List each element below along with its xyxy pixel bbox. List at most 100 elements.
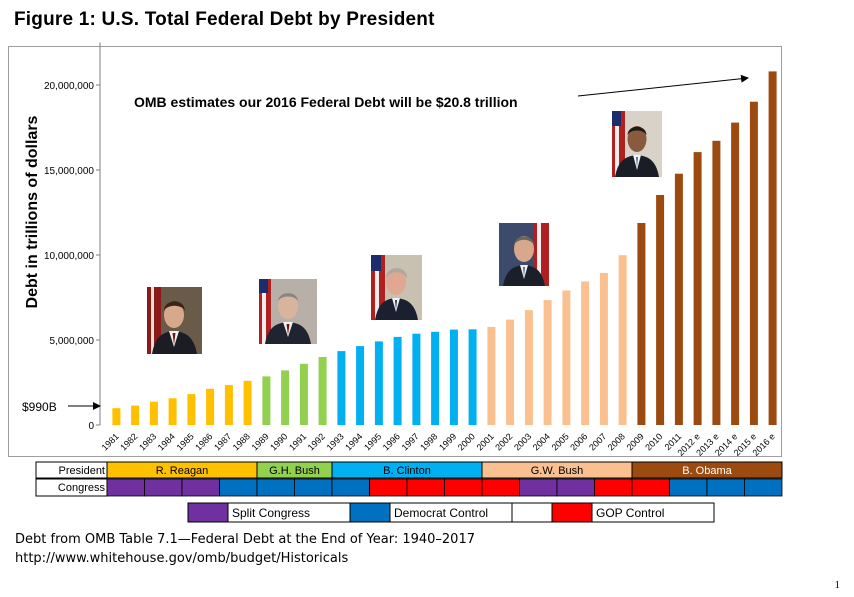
bar-2008	[618, 255, 627, 425]
bar-1981	[112, 408, 121, 425]
bar-2006	[581, 281, 590, 425]
x-tick-label: 1983	[137, 431, 158, 452]
congress-session-cell	[106, 478, 145, 497]
president-term-cell	[106, 461, 258, 479]
congress-session-cell	[481, 478, 520, 497]
x-tick-label: 1991	[287, 431, 308, 452]
y-tick-label: 0	[88, 421, 94, 432]
x-tick-label: 1989	[250, 431, 271, 452]
estimate-arrow	[577, 74, 749, 97]
bar-1984	[168, 398, 177, 425]
bar-2009	[637, 223, 646, 425]
legend-label-split: Split Congress	[232, 506, 310, 520]
gw-bush-portrait	[499, 223, 549, 286]
x-tick-label: 1993	[325, 431, 346, 452]
congress-row-label: Congress	[58, 482, 106, 494]
x-tick-label: 2006	[568, 431, 589, 452]
bar-2000	[468, 329, 477, 425]
congress-session-cell	[144, 478, 183, 497]
bar-1994	[356, 346, 365, 425]
x-tick-label: 1985	[175, 431, 196, 452]
x-tick-label: 1996	[381, 431, 402, 452]
congress-row-label-cell	[35, 478, 108, 497]
bar-1991	[299, 363, 308, 425]
president-row-label-cell	[35, 461, 108, 479]
legend-swatch-dem	[349, 502, 391, 523]
obama-portrait	[612, 111, 662, 177]
president-term-label: B. Obama	[682, 465, 732, 477]
bar-1989	[262, 376, 271, 425]
y-tick-label: 10,000,000	[44, 251, 94, 262]
first-value-annotation: $990B	[22, 400, 57, 414]
hw-bush-portrait	[259, 279, 317, 344]
x-tick-label: 1981	[100, 431, 121, 452]
x-tick-label: 1994	[343, 431, 364, 452]
chart-frame	[8, 46, 782, 457]
estimate-annotation: OMB estimates our 2016 Federal Debt will…	[134, 94, 518, 110]
x-tick-label: 2010	[643, 431, 664, 452]
bar-1998	[431, 331, 440, 425]
president-term-label: R. Reagan	[156, 465, 209, 477]
bar-2013e	[712, 140, 721, 426]
bar-2004	[543, 300, 552, 425]
congress-session-cell	[631, 478, 670, 497]
bar-1997	[412, 333, 421, 425]
x-tick-label: 2008	[606, 431, 627, 452]
bar-2007	[599, 272, 608, 425]
x-tick-label: 1998	[418, 431, 439, 452]
president-term-label: G.H. Bush	[269, 465, 320, 477]
bar-2012e	[693, 152, 702, 425]
congress-session-cell	[594, 478, 633, 497]
x-tick-label: 1992	[306, 431, 327, 452]
x-tick-label: 1999	[437, 431, 458, 452]
bar-2016e	[768, 71, 777, 426]
source-url: http://www.whitehouse.gov/omb/budget/His…	[15, 551, 349, 566]
x-tick-label: 1995	[362, 431, 383, 452]
x-tick-label: 2005	[550, 431, 571, 452]
bar-1988	[243, 380, 252, 425]
president-term-cell	[256, 461, 333, 479]
congress-session-cell	[556, 478, 595, 497]
bar-2014e	[731, 122, 740, 425]
bar-1987	[224, 385, 233, 425]
president-term-cell	[331, 461, 483, 479]
x-tick-label: 2007	[587, 431, 608, 452]
bar-1982	[131, 405, 140, 425]
bar-1990	[281, 370, 290, 425]
y-tick-label: 20,000,000	[44, 81, 94, 92]
legend-item-gop	[551, 502, 715, 523]
clinton-portrait	[371, 255, 422, 320]
source-citation: Debt from OMB Table 7.1—Federal Debt at …	[15, 532, 475, 547]
bar-1999	[449, 329, 458, 425]
congress-session-cell	[744, 478, 783, 497]
bar-2010	[656, 195, 665, 425]
congress-session-cell	[369, 478, 408, 497]
bar-1983	[149, 401, 158, 425]
bar-1995	[374, 341, 383, 425]
bar-2002	[506, 319, 515, 425]
president-term-label: G.W. Bush	[531, 465, 584, 477]
legend-label-gop: GOP Control	[596, 506, 664, 520]
congress-session-cell	[406, 478, 445, 497]
congress-session-cell	[219, 478, 258, 497]
x-tick-label: 1982	[118, 431, 139, 452]
y-axis-label: Debt in trillions of dollars	[24, 115, 41, 308]
bar-1992	[318, 357, 327, 425]
x-tick-label: 2000	[456, 431, 477, 452]
bar-1996	[393, 336, 402, 425]
x-tick-label: 1990	[268, 431, 289, 452]
legend-item-none	[511, 502, 553, 523]
congress-session-cell	[181, 478, 220, 497]
president-term-label: B. Clinton	[383, 465, 431, 477]
legend-label-dem: Democrat Control	[394, 506, 488, 520]
bar-2005	[562, 290, 571, 425]
bar-2015e	[749, 101, 758, 425]
bar-1985	[187, 394, 196, 425]
bar-1993	[337, 351, 346, 425]
reagan-portrait	[147, 287, 202, 354]
president-term-cell	[481, 461, 633, 479]
congress-session-cell	[444, 478, 483, 497]
x-tick-label: 2001	[475, 431, 496, 452]
legend-swatch-gop	[551, 502, 593, 523]
president-row-label: President	[59, 465, 105, 477]
